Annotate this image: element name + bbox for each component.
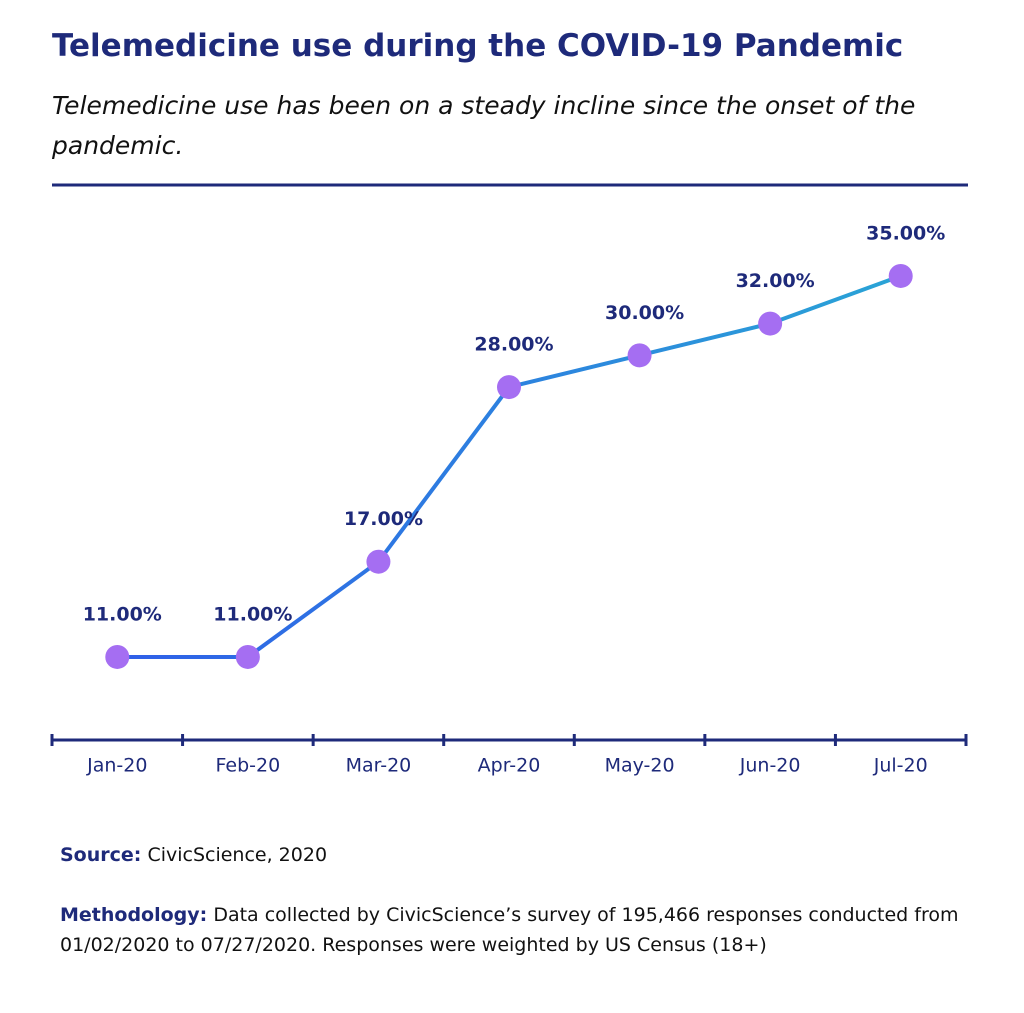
value-label: 28.00% xyxy=(474,334,553,356)
point xyxy=(758,311,783,336)
methodology-label: Methodology: xyxy=(60,904,208,926)
point xyxy=(627,343,652,368)
x-tick-label: Apr-20 xyxy=(478,755,541,777)
point xyxy=(105,644,130,669)
x-tick-label: Feb-20 xyxy=(216,755,281,777)
methodology: Methodology: Data collected by CivicScie… xyxy=(60,900,960,960)
x-tick-label: Jan-20 xyxy=(86,755,147,777)
point xyxy=(888,263,913,288)
value-label: 17.00% xyxy=(344,508,423,530)
point xyxy=(497,375,521,400)
x-tick-label: Mar-20 xyxy=(346,755,412,777)
value-label: 35.00% xyxy=(866,222,945,244)
chart-subtitle: Telemedicine use has been on a steady in… xyxy=(52,91,916,160)
value-label: 32.00% xyxy=(736,270,815,292)
point xyxy=(366,549,391,574)
source-label: Source: xyxy=(60,844,142,866)
source-text: CivicScience, 2020 xyxy=(147,844,328,866)
value-label: 11.00% xyxy=(213,603,292,625)
point xyxy=(235,644,260,669)
x-tick-label: Jul-20 xyxy=(873,755,928,777)
x-tick-label: Jun-20 xyxy=(739,755,801,777)
value-label: 11.00% xyxy=(83,603,162,625)
chart-title: Telemedicine use during the COVID-19 Pan… xyxy=(52,28,904,64)
x-tick-label: May-20 xyxy=(605,755,675,777)
source: Source: CivicScience, 2020 xyxy=(60,840,960,870)
methodology-text: Data collected by CivicScience’s survey … xyxy=(60,904,959,956)
value-label: 30.00% xyxy=(605,302,684,324)
